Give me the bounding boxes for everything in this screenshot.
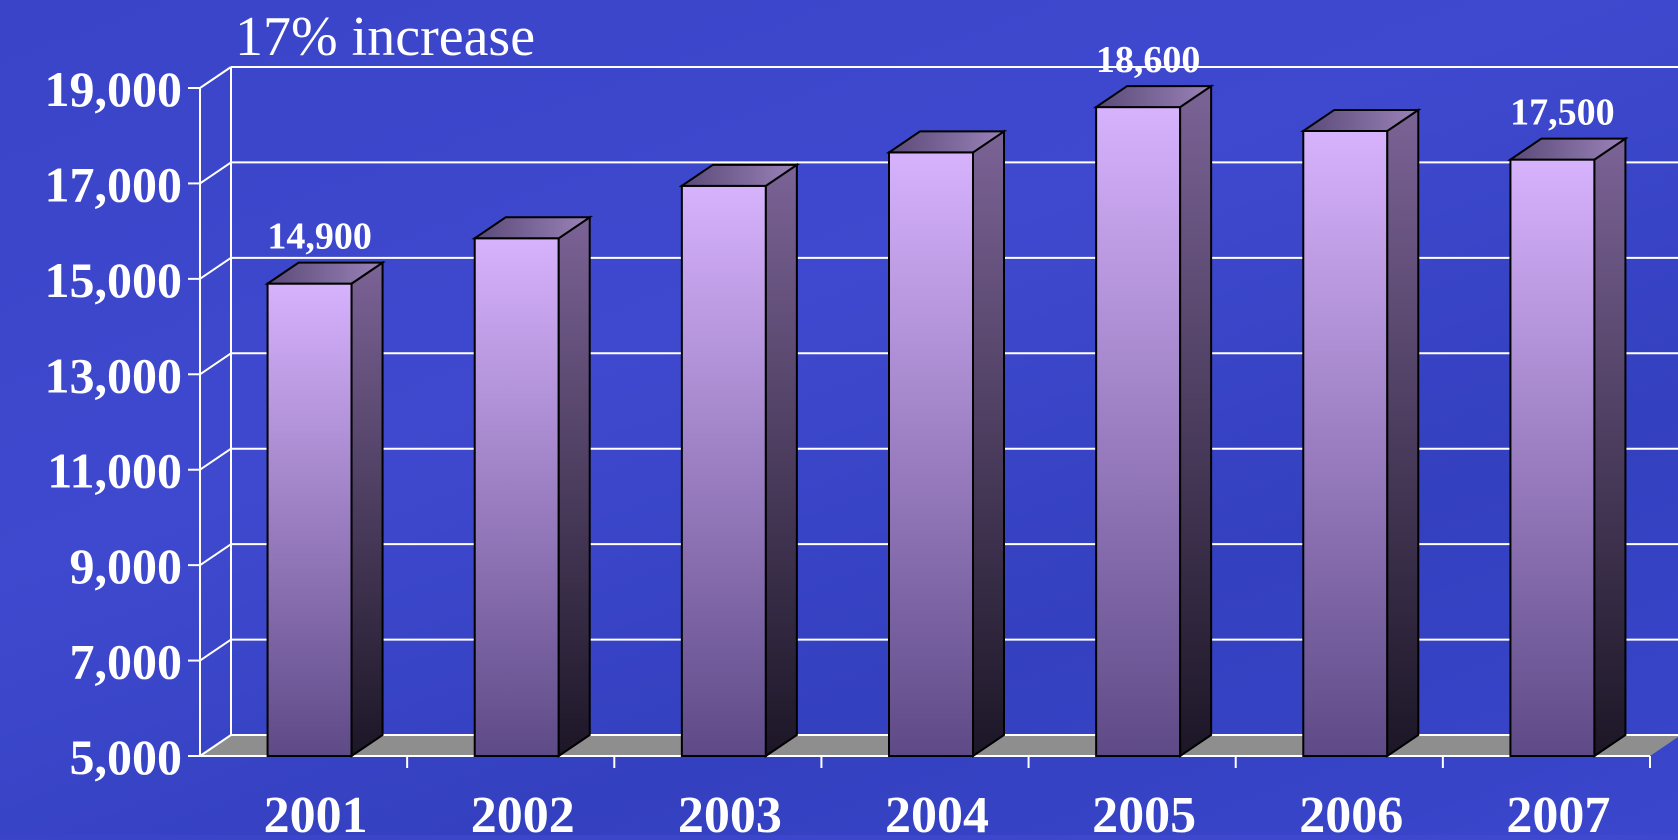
bar-2003 [678,162,801,758]
bar-top [885,130,1008,154]
bar-top [678,163,801,187]
y-tick-label: 9,000 [70,538,183,594]
bar-side [972,129,1005,758]
y-tick-label: 19,000 [45,61,183,117]
gridline-depth [199,66,232,89]
y-tick-label: 5,000 [70,729,183,785]
bar-2002 [471,215,593,758]
y-tick-label: 11,000 [47,443,182,499]
chart-title: 17% increase [235,6,535,68]
y-tick-label: 7,000 [70,634,183,690]
bar-top [264,261,386,285]
bar-front [888,151,974,757]
bar-side [1593,136,1627,758]
x-tick-label: 2003 [678,787,782,835]
y-tick-label: 15,000 [45,252,183,308]
data-label: 18,600 [1096,39,1201,81]
x-tick-label: 2002 [471,787,575,835]
gridline-depth [199,734,232,757]
data-label: 17,500 [1510,92,1615,134]
bar-top [1092,85,1215,109]
bar-front [1095,106,1182,758]
bar-2007 [1507,136,1629,758]
bar-2006 [1300,108,1422,758]
x-tick-label: 2006 [1299,787,1403,835]
bar-side [350,260,384,758]
bar-2005 [1092,84,1215,758]
gridline-depth [199,161,232,185]
gridline-depth [199,543,232,566]
bar-front [1509,158,1596,758]
bar-front [473,237,560,758]
x-tick-label: 2001 [264,787,368,835]
gridline-depth [199,638,232,662]
y-tick-label: 17,000 [45,156,183,212]
bar-side [1386,108,1420,758]
y-tick-label: 13,000 [45,347,183,403]
x-tick-label: 2007 [1506,787,1610,835]
x-tick-label: 2004 [885,787,989,835]
bar-2004 [885,129,1008,758]
bar-front [680,184,767,758]
gridline-depth [199,352,232,376]
bar-side [1179,84,1213,758]
bar-2001 [264,260,386,758]
gridline-depth [199,447,232,471]
bar-top [1300,108,1422,132]
bar-front [1302,129,1389,757]
bar-front [266,282,353,757]
gridline-depth [199,257,232,280]
data-label: 14,900 [267,216,372,258]
bar-top [1507,137,1629,161]
bar-side [764,162,798,758]
bar-top [471,216,593,240]
x-tick-label: 2005 [1092,787,1196,835]
bar-side [557,215,591,758]
